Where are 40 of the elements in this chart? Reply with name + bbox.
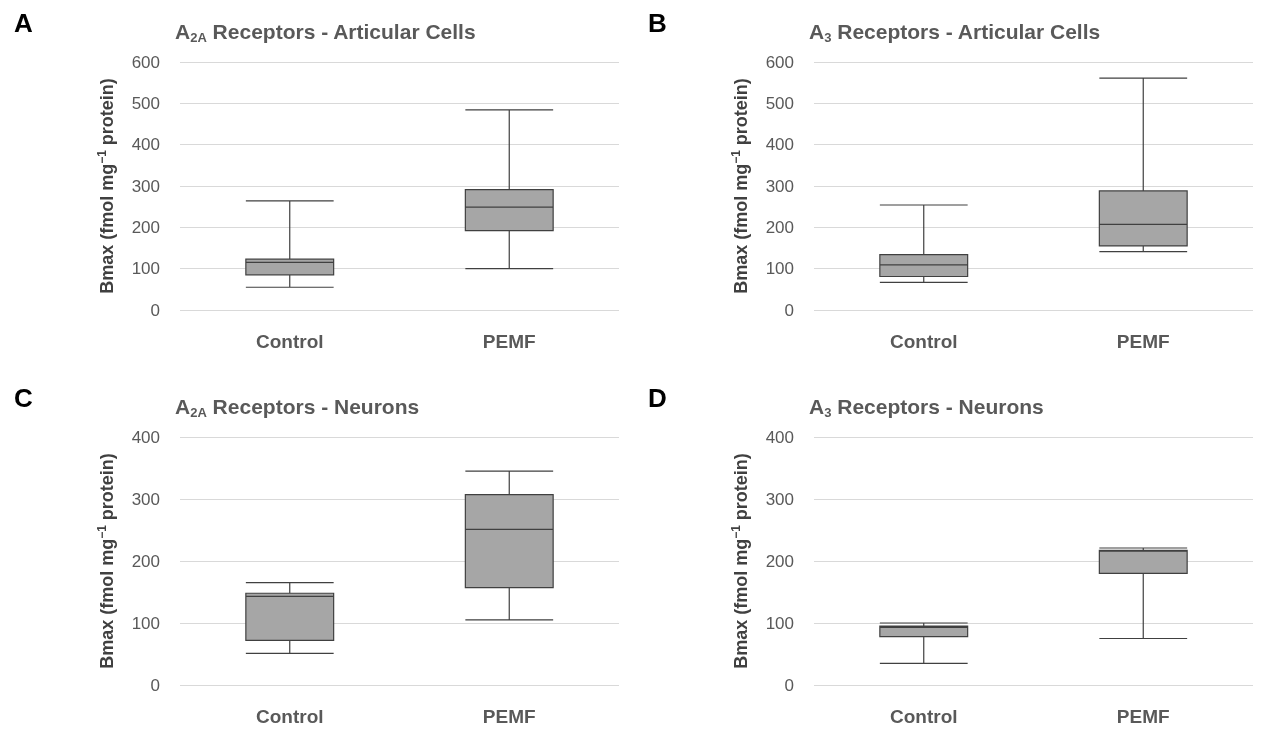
x-tick-label: Control <box>255 706 324 727</box>
y-tick-label: 300 <box>131 489 160 509</box>
text: C <box>14 383 33 413</box>
text: B <box>648 8 667 38</box>
y-tick-label: 500 <box>131 93 160 113</box>
x-tick-label: PEMF <box>1116 331 1170 352</box>
y-tick-label: 200 <box>765 551 794 571</box>
y-tick-label: 100 <box>131 613 160 633</box>
text: A <box>14 8 33 38</box>
x-tick-label: PEMF <box>482 331 536 352</box>
y-tick-label: 0 <box>150 675 160 695</box>
y-tick-label: 400 <box>765 135 794 155</box>
y-axis-title: Bmax (fmol mg−1 protein) <box>729 78 751 294</box>
text: D <box>648 383 667 413</box>
y-tick-label: 0 <box>784 300 794 320</box>
y-tick-label: 100 <box>765 613 794 633</box>
x-tick-label: Control <box>889 706 958 727</box>
x-tick-label: Control <box>889 331 958 352</box>
y-tick-label: 200 <box>131 551 160 571</box>
x-tick-label: PEMF <box>482 706 536 727</box>
y-axis-title: Bmax (fmol mg−1 protein) <box>95 78 117 294</box>
y-tick-label: 300 <box>765 176 794 196</box>
y-tick-label: 400 <box>765 427 794 447</box>
x-tick-label: PEMF <box>1116 706 1170 727</box>
y-tick-label: 100 <box>131 259 160 279</box>
y-axis-title: Bmax (fmol mg−1 protein) <box>95 453 117 669</box>
y-tick-label: 500 <box>765 93 794 113</box>
x-tick-label: Control <box>255 331 324 352</box>
y-tick-label: 600 <box>131 52 160 72</box>
y-tick-label: 300 <box>765 489 794 509</box>
y-tick-label: 600 <box>765 52 794 72</box>
y-tick-label: 100 <box>765 259 794 279</box>
y-tick-label: 200 <box>131 217 160 237</box>
y-tick-label: 0 <box>784 675 794 695</box>
y-tick-label: 0 <box>150 300 160 320</box>
y-tick-label: 300 <box>131 176 160 196</box>
y-tick-label: 400 <box>131 135 160 155</box>
y-tick-label: 200 <box>765 217 794 237</box>
y-axis-title: Bmax (fmol mg−1 protein) <box>729 453 751 669</box>
y-tick-label: 400 <box>131 427 160 447</box>
